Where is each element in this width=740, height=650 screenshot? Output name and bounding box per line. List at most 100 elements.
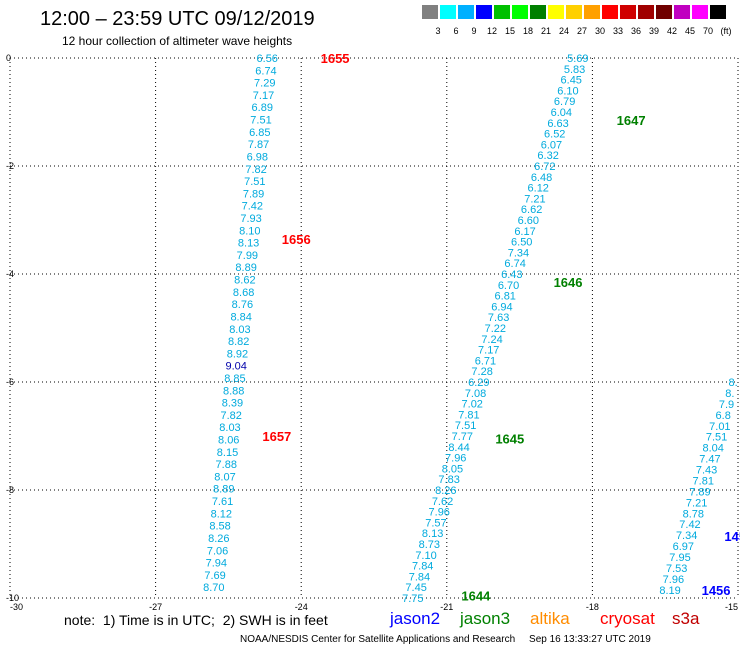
wave-height-value: 6.29 <box>468 377 489 389</box>
wave-height-value: 6.62 <box>521 204 542 216</box>
wave-height-value: 6.60 <box>518 215 539 227</box>
legend-label: 30 <box>594 26 605 36</box>
satellite-label-jason2: jason2 <box>390 609 441 628</box>
wave-height-value: 8.19 <box>659 585 680 597</box>
wave-height-value: 6.07 <box>541 139 562 151</box>
wave-height-value: 7.51 <box>244 176 265 188</box>
lat-tick-label: -10 <box>6 593 19 603</box>
wave-height-value: 6.04 <box>551 107 572 119</box>
wave-height-value: 7.01 <box>709 421 730 433</box>
legend-label: 70 <box>702 26 713 36</box>
lat-tick-label: 0 <box>6 53 11 63</box>
wave-height-value: 8.82 <box>228 336 249 348</box>
time-label: 1657 <box>262 429 291 444</box>
wave-height-value: 7.21 <box>524 193 545 205</box>
legend-swatch <box>656 5 672 19</box>
wave-height-value: 7.82 <box>221 410 242 422</box>
wave-height-value: 7.84 <box>412 561 433 573</box>
time-label: 1644 <box>461 588 491 603</box>
wave-height-value: 6.56 <box>257 53 278 65</box>
wave-height-value: 7.42 <box>679 519 700 531</box>
wave-height-value: 8.88 <box>223 385 244 397</box>
wave-height-value: 7.96 <box>429 507 450 519</box>
wave-height-value: 6.74 <box>504 258 525 270</box>
wave-height-value: 8.39 <box>222 398 243 410</box>
wave-height-value: 7.43 <box>696 465 717 477</box>
wave-height-value: 7.24 <box>481 334 502 346</box>
wave-height-value: 9.04 <box>225 361 246 373</box>
wave-height-value: 6.89 <box>252 102 273 114</box>
wave-height-value: 8. <box>725 388 734 400</box>
time-label: 1456 <box>702 583 731 598</box>
wave-height-value: 8.76 <box>232 299 253 311</box>
wave-height-value: 7.34 <box>676 530 697 542</box>
wave-height-value: 7.51 <box>455 420 476 432</box>
satellite-label-altika: altika <box>530 609 570 628</box>
wave-height-value: 7.63 <box>488 312 509 324</box>
wave-height-value: 7.83 <box>438 474 459 486</box>
wave-height-value: 5.83 <box>564 64 585 76</box>
wave-height-value: 7.96 <box>663 574 684 586</box>
legend-swatch <box>620 5 636 19</box>
lon-tick-label: -15 <box>725 602 738 612</box>
legend-swatch <box>530 5 546 19</box>
wave-height-value: 7.42 <box>242 201 263 213</box>
wave-height-value: 8.84 <box>230 311 251 323</box>
wave-height-value: 7.22 <box>485 323 506 335</box>
wave-height-value: 7.29 <box>254 78 275 90</box>
wave-height-value: 7.47 <box>699 454 720 466</box>
wave-height-value: 7.62 <box>432 496 453 508</box>
lon-tick-label: -24 <box>295 602 308 612</box>
wave-height-value: 8.13 <box>238 238 259 250</box>
wave-height-value: 8.68 <box>233 287 254 299</box>
wave-height-value: 8.03 <box>229 324 250 336</box>
wave-height-value: 6.74 <box>255 65 276 77</box>
wave-height-value: 7.94 <box>206 558 227 570</box>
legend-swatch <box>638 5 654 19</box>
wave-height-value: 7.17 <box>253 90 274 102</box>
wave-height-value: 5.69 <box>567 53 588 65</box>
lat-tick-label: -8 <box>6 485 14 495</box>
footer-note: note: 1) Time is in UTC; 2) SWH is in fe… <box>64 612 328 628</box>
legend-swatch <box>458 5 474 19</box>
wave-height-value: 7.53 <box>666 563 687 575</box>
wave-height-value: 8.03 <box>219 422 240 434</box>
legend-label: 21 <box>540 26 551 36</box>
legend-label: 33 <box>612 26 623 36</box>
wave-height-value: 7.28 <box>471 366 492 378</box>
wave-height-value: 8.62 <box>234 275 255 287</box>
legend-swatch <box>566 5 582 19</box>
wave-height-value: 6.48 <box>531 172 552 184</box>
wave-height-value: 6.12 <box>528 183 549 195</box>
time-label: 1645 <box>495 432 524 447</box>
wave-height-value: 7.34 <box>508 247 529 259</box>
wave-height-value: 8.89 <box>213 484 234 496</box>
wave-height-value: 8.12 <box>211 508 232 520</box>
credit-line: NOAA/NESDIS Center for Satellite Applica… <box>240 634 651 645</box>
legend-label: 27 <box>576 26 587 36</box>
wave-height-value: 7.51 <box>706 432 727 444</box>
wave-height-value: 8.26 <box>435 485 456 497</box>
legend-label: 45 <box>684 26 695 36</box>
wave-height-value: 6.8 <box>716 410 731 422</box>
legend-label: 3 <box>435 26 441 36</box>
wave-height-value: 7.89 <box>689 486 710 498</box>
wave-height-value: 7.99 <box>237 250 258 262</box>
time-label: 1655 <box>321 51 350 66</box>
time-label: 145 <box>724 529 740 544</box>
wave-height-value: 8.13 <box>422 528 443 540</box>
wave-height-value: 7.84 <box>409 571 430 583</box>
wave-height-value: 6.45 <box>561 75 582 87</box>
wave-height-value: 8.10 <box>239 225 260 237</box>
wave-height-value: 7.08 <box>465 388 486 400</box>
satellite-label-cryosat: cryosat <box>600 609 655 628</box>
wave-height-value: 6.79 <box>554 96 575 108</box>
wave-height-value: 8.44 <box>448 442 469 454</box>
wave-height-value: 8.15 <box>217 447 238 459</box>
wave-height-value: 6.50 <box>511 237 532 249</box>
wave-height-value: 7.93 <box>240 213 261 225</box>
wave-height-value: 8.78 <box>683 508 704 520</box>
legend-swatch <box>494 5 510 19</box>
wave-height-value: 7.21 <box>686 497 707 509</box>
time-label: 1647 <box>617 113 646 128</box>
